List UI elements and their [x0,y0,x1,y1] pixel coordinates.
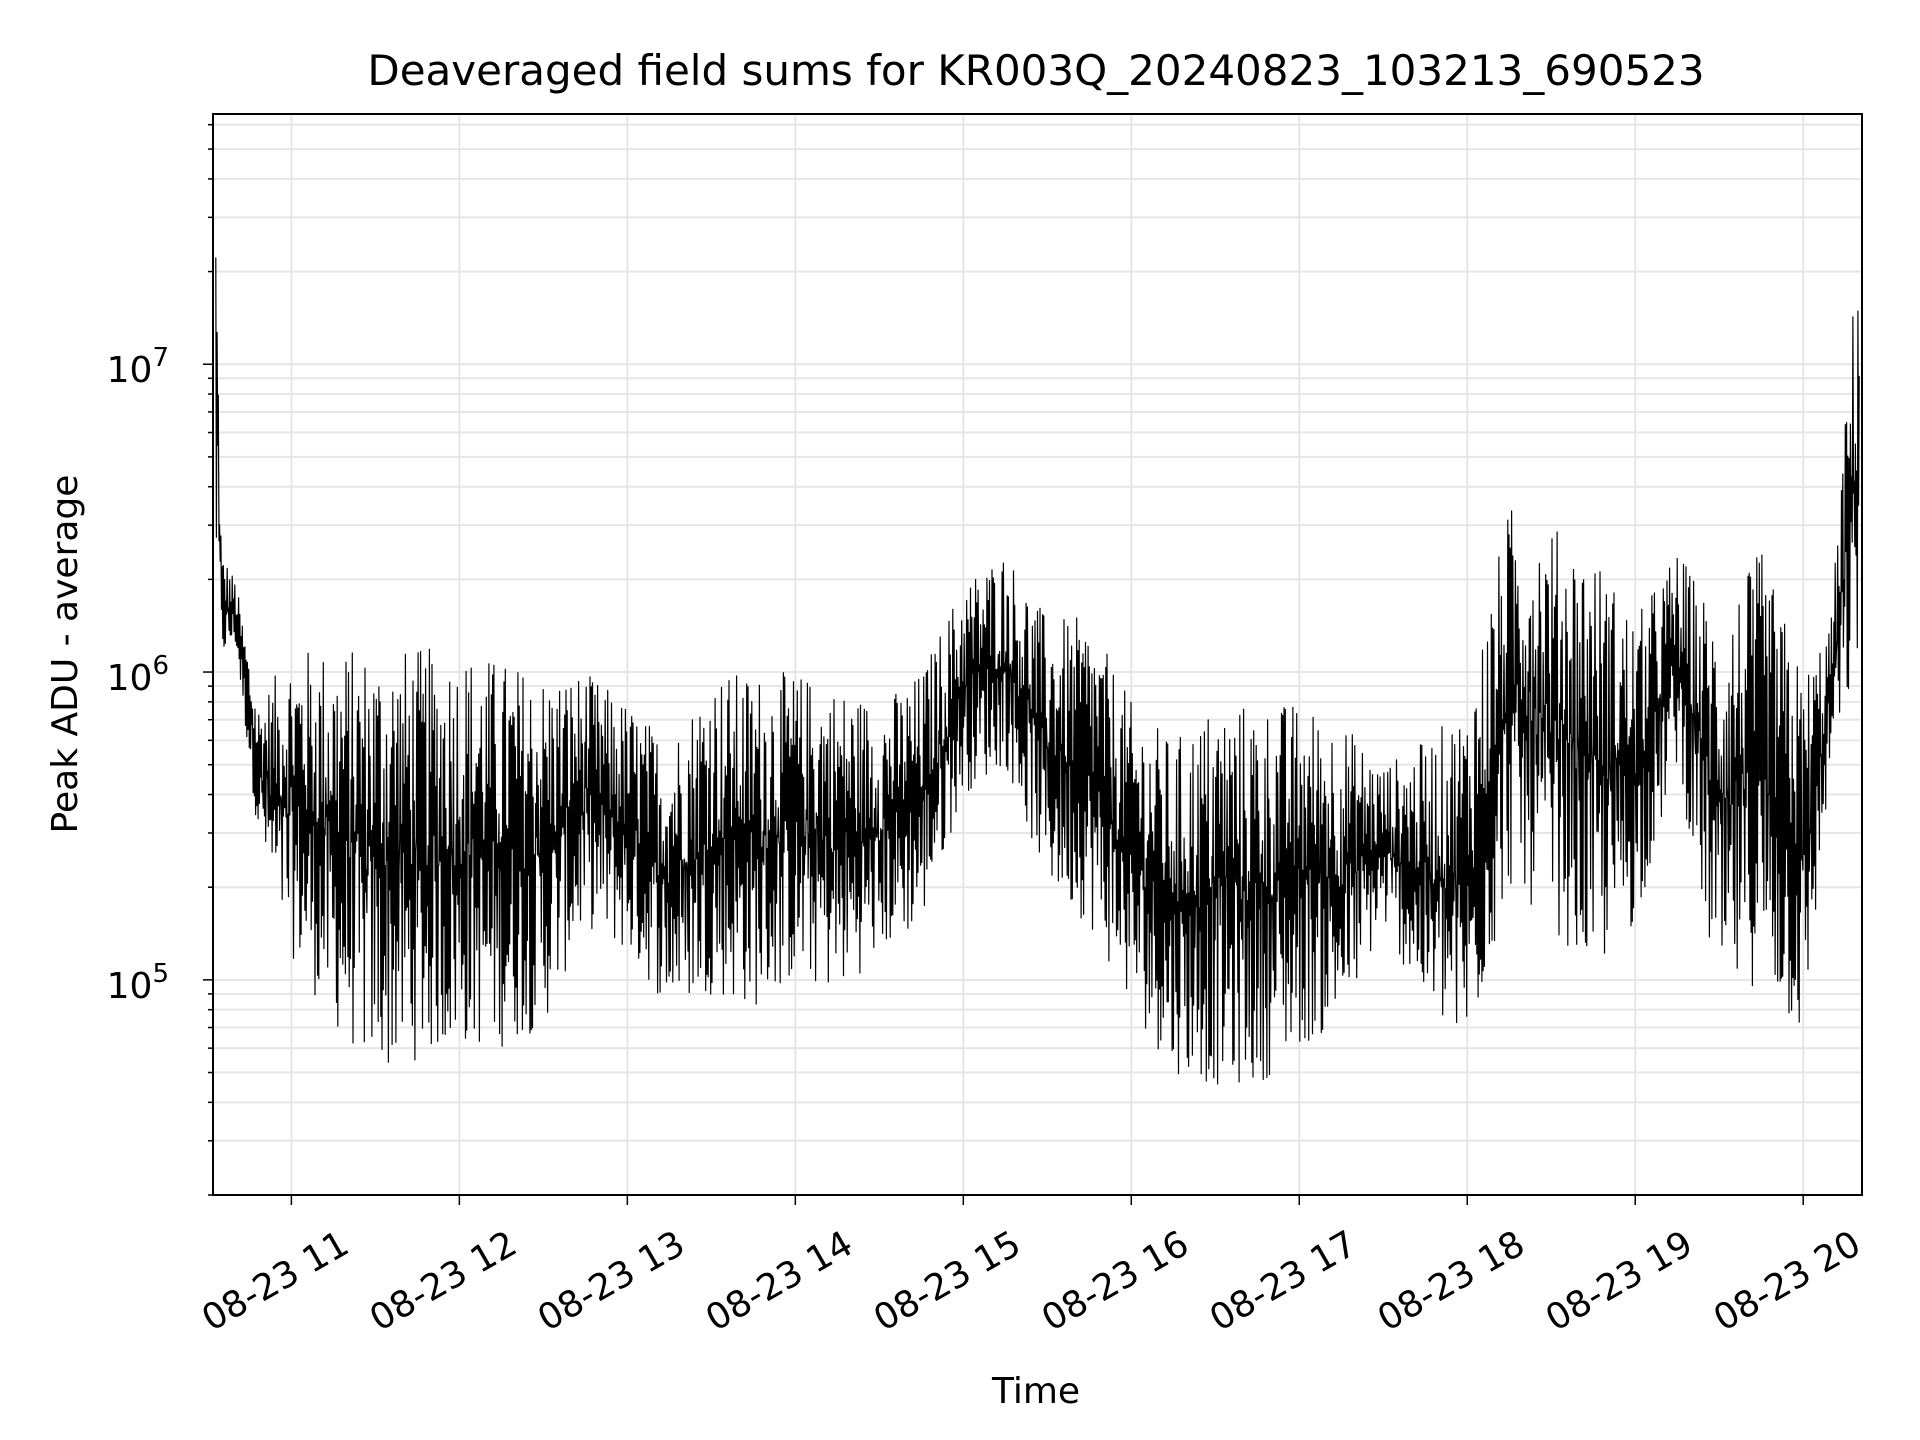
plot-area [215,257,1860,1085]
x-tick-label: 08-23 15 [867,1223,1028,1339]
y-tick-label: 106 [107,651,169,699]
y-tick-exponent: 5 [152,959,169,989]
y-tick-exponent: 7 [152,343,169,373]
x-tick-label: 08-23 11 [195,1223,356,1339]
x-tick-label: 08-23 20 [1707,1223,1868,1339]
x-tick-label: 08-23 18 [1371,1223,1532,1339]
y-tick-label: 107 [107,343,169,391]
x-tick-label: 08-23 12 [363,1223,524,1339]
y-tick-exponent: 6 [152,651,169,681]
y-tick-base: 10 [107,658,153,699]
y-tick-base: 10 [107,350,153,391]
y-axis-label: Peak ADU - average [45,475,86,834]
y-tick-label: 105 [107,959,169,1007]
x-tick-label: 08-23 13 [531,1223,692,1339]
chart-title: Deaveraged field sums for KR003Q_2024082… [367,46,1704,95]
data-line [215,257,1860,1085]
x-axis-label: Time [991,1371,1080,1412]
x-axis: 08-23 11 08-23 12 08-23 13 08-23 14 08-23 15… [195,1195,1868,1340]
x-tick-label: 08-23 19 [1539,1223,1700,1339]
plot-frame [212,113,1863,1196]
y-tick-base: 10 [107,966,153,1007]
x-tick-label: 08-23 14 [699,1223,860,1339]
x-tick-label: 08-23 17 [1203,1223,1364,1339]
series-line [215,257,1860,1085]
x-tick-label: 08-23 16 [1035,1223,1196,1339]
